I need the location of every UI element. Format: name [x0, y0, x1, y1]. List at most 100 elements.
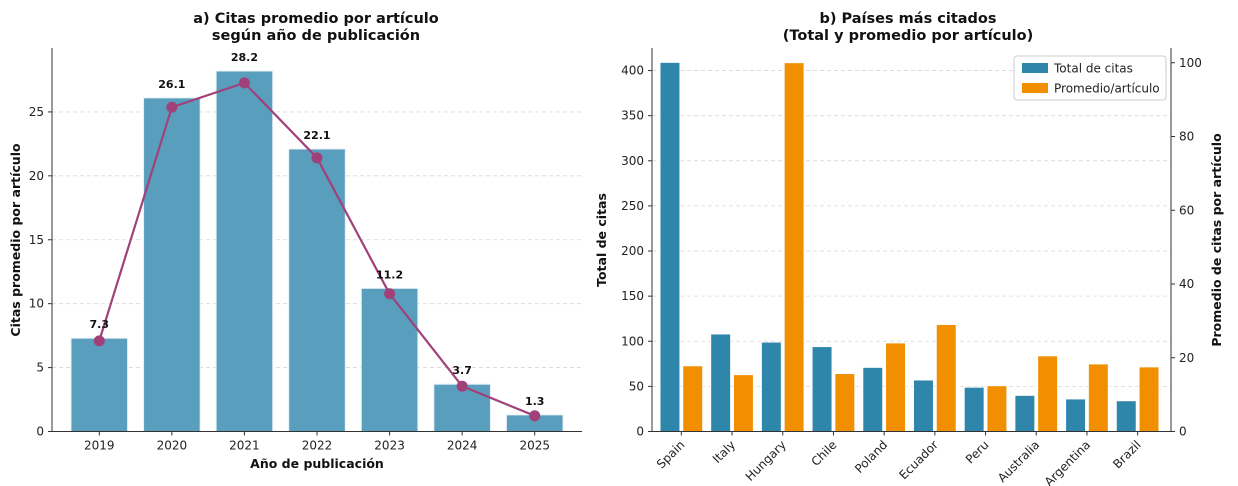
- bar-total-Italy: [710, 333, 731, 432]
- bar-2020: [143, 97, 201, 432]
- bar-total-Brazil: [1115, 400, 1137, 432]
- x-tick-label: 2024: [447, 439, 478, 453]
- trend-point-2020: [166, 101, 178, 113]
- y-tick-label-right: 60: [1179, 203, 1194, 217]
- y-tick-label-right: 80: [1179, 130, 1194, 144]
- x-tick-label: Hungary: [743, 438, 789, 484]
- trend-point-2021: [238, 77, 250, 89]
- chart-a-gridlines: [52, 111, 582, 368]
- y-tick-label: 15: [29, 233, 44, 247]
- bar-2021: [215, 70, 274, 432]
- trend-point-2023: [384, 288, 396, 300]
- y-tick-label-right: 20: [1179, 351, 1194, 365]
- x-tick-label: Poland: [852, 438, 890, 476]
- bar-promedio-Brazil: [1138, 366, 1160, 432]
- bar-promedio-Argentina: [1088, 363, 1109, 432]
- legend-frame: [1013, 55, 1167, 101]
- x-tick-label: 2022: [302, 439, 333, 453]
- y-tick-label: 0: [636, 425, 644, 439]
- chart-a-trend-line: [93, 77, 541, 422]
- bar-total-Chile: [811, 346, 833, 432]
- data-label-2019: 7.3: [90, 318, 110, 331]
- y-tick-label: 300: [621, 154, 644, 168]
- bar-promedio-Ecuador: [935, 324, 957, 432]
- chart-a-y-ticks: 0 5 10 15 20 25: [29, 105, 52, 439]
- bar-promedio-Spain: [682, 365, 704, 432]
- bar-2024: [433, 383, 491, 432]
- y-tick-label-right: 100: [1179, 56, 1202, 70]
- bar-total-Hungary: [761, 341, 782, 432]
- x-tick-label: Argentina: [1042, 438, 1093, 486]
- data-label-2023: 11.2: [376, 268, 403, 281]
- data-label-2022: 22.1: [303, 129, 330, 142]
- legend-swatch-total: [1022, 63, 1048, 73]
- y-tick-label: 150: [621, 289, 644, 303]
- chart-b-title-line-1: b) Países más citados: [819, 11, 996, 27]
- x-tick-label: 2023: [374, 439, 405, 453]
- x-tick-label: Spain: [654, 438, 688, 472]
- chart-b-title-line-2: (Total y promedio por artículo): [783, 28, 1033, 44]
- bar-promedio-Peru: [986, 385, 1008, 432]
- chart-a: a) Citas promedio por artículo según año…: [8, 11, 582, 471]
- bar-total-Australia: [1014, 395, 1036, 432]
- chart-a-axes-spine: [51, 48, 582, 432]
- data-label-2025: 1.3: [525, 395, 545, 408]
- chart-a-title-line-1: a) Citas promedio por artículo: [193, 11, 439, 27]
- chart-b-y-ticks-right: 0 20 40 60 80 100: [1171, 56, 1202, 439]
- bar-total-Argentina: [1065, 398, 1086, 432]
- chart-b-y-axis-label-left: Total de citas: [594, 193, 609, 287]
- x-tick-label: Peru: [963, 438, 992, 467]
- y-tick-label: 10: [29, 297, 44, 311]
- chart-b-axes-spine: [651, 48, 1172, 432]
- chart-a-y-axis-label: Citas promedio por artículo: [8, 143, 23, 337]
- trend-point-2019: [93, 335, 105, 347]
- chart-a-title-line-2: según año de publicación: [212, 28, 420, 44]
- y-tick-label: 5: [36, 361, 44, 375]
- chart-a-x-axis-label: Año de publicación: [250, 456, 384, 471]
- bar-promedio-Poland: [885, 342, 906, 432]
- bar-total-Poland: [862, 367, 884, 432]
- trend-point-2022: [311, 152, 323, 164]
- bar-promedio-Italy: [733, 374, 754, 432]
- bar-promedio-Chile: [834, 373, 856, 432]
- chart-b-legend: Total de citas Promedio/artículo: [1013, 55, 1167, 101]
- chart-b-bars: [659, 62, 1160, 432]
- y-tick-label: 25: [29, 105, 44, 119]
- x-tick-label: Brazil: [1110, 438, 1144, 472]
- x-tick-label: Ecuador: [896, 438, 941, 483]
- legend-label-promedio: Promedio/artículo: [1054, 82, 1160, 96]
- y-tick-label-right: 0: [1179, 425, 1187, 439]
- data-label-2020: 26.1: [158, 78, 185, 91]
- data-label-2024: 3.7: [452, 364, 472, 377]
- y-tick-label: 20: [29, 169, 44, 183]
- trend-point-2025: [529, 410, 541, 422]
- y-tick-label-right: 40: [1179, 277, 1194, 291]
- legend-label-total: Total de citas: [1053, 62, 1133, 76]
- bar-2022: [288, 148, 346, 432]
- bar-promedio-Australia: [1037, 355, 1058, 432]
- chart-a-bars: [70, 70, 564, 433]
- y-tick-label: 350: [621, 109, 644, 123]
- y-tick-label: 50: [629, 379, 644, 393]
- x-tick-label: Australia: [995, 438, 1042, 485]
- bar-2019: [70, 337, 129, 433]
- x-tick-label: Italy: [710, 438, 738, 466]
- bar-total-Peru: [963, 386, 985, 432]
- chart-b: b) Países más citados (Total y promedio …: [594, 11, 1224, 486]
- x-tick-label: 2020: [157, 439, 188, 453]
- chart-b-y-axis-label-right: Promedio de citas por artículo: [1209, 133, 1224, 347]
- x-tick-label: 2019: [84, 439, 115, 453]
- chart-a-data-labels: 7.3 26.1 28.2 22.1 11.2 3.7 1.3: [90, 51, 545, 408]
- trend-point-2024: [456, 380, 468, 392]
- y-tick-label: 250: [621, 199, 644, 213]
- bar-promedio-Hungary: [783, 62, 805, 432]
- bar-total-Spain: [659, 62, 681, 432]
- bar-2023: [360, 287, 419, 432]
- x-tick-label: Chile: [808, 438, 839, 469]
- chart-b-x-ticks: Spain Italy Hungary Chile Poland Ecuador Peru A…: [654, 431, 1144, 486]
- x-tick-label: 2021: [229, 439, 260, 453]
- chart-a-x-ticks: 2019 2020 2021 2022 2023 2024 2025: [84, 431, 550, 453]
- legend-swatch-promedio: [1022, 83, 1048, 93]
- y-tick-label: 200: [621, 244, 644, 258]
